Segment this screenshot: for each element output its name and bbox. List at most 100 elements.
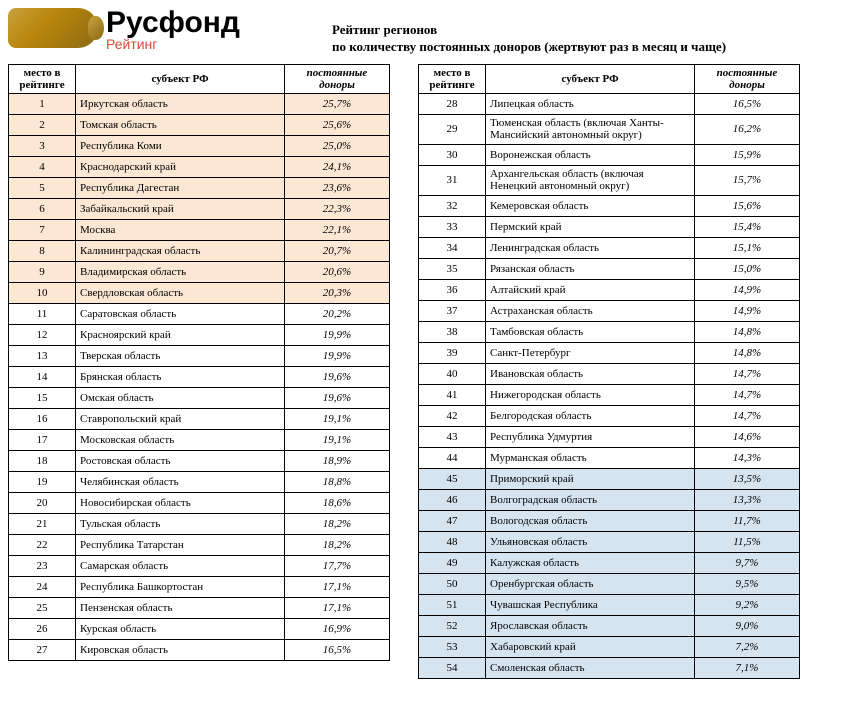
cell-region: Республика Башкортостан — [76, 576, 285, 597]
table-row: 21Тульская область18,2% — [9, 513, 390, 534]
cell-rank: 41 — [419, 384, 486, 405]
cell-rank: 23 — [9, 555, 76, 576]
cell-region: Ростовская область — [76, 450, 285, 471]
cell-region: Брянская область — [76, 366, 285, 387]
table-row: 22Республика Татарстан18,2% — [9, 534, 390, 555]
table-row: 12Красноярский край19,9% — [9, 324, 390, 345]
cell-donors: 17,1% — [285, 597, 390, 618]
table-row: 15Омская область19,6% — [9, 387, 390, 408]
rating-table-right: место в рейтинге субъект РФ постоянные д… — [418, 64, 800, 679]
table-row: 1Иркутская область25,7% — [9, 93, 390, 114]
table-row: 18Ростовская область18,9% — [9, 450, 390, 471]
cell-region: Свердловская область — [76, 282, 285, 303]
cell-rank: 44 — [419, 447, 486, 468]
cell-donors: 9,7% — [695, 552, 800, 573]
cell-region: Тамбовская область — [486, 321, 695, 342]
cell-donors: 13,3% — [695, 489, 800, 510]
cell-donors: 25,0% — [285, 135, 390, 156]
cell-donors: 14,8% — [695, 342, 800, 363]
cell-rank: 30 — [419, 144, 486, 165]
table-row: 23Самарская область17,7% — [9, 555, 390, 576]
cell-rank: 1 — [9, 93, 76, 114]
table-row: 20Новосибирская область18,6% — [9, 492, 390, 513]
col-rank: место в рейтинге — [9, 64, 76, 93]
cell-region: Калининградская область — [76, 240, 285, 261]
table-row: 3Республика Коми25,0% — [9, 135, 390, 156]
table-row: 16Ставропольский край19,1% — [9, 408, 390, 429]
cell-donors: 15,6% — [695, 195, 800, 216]
cell-rank: 2 — [9, 114, 76, 135]
cell-rank: 38 — [419, 321, 486, 342]
table-row: 27Кировская область16,5% — [9, 639, 390, 660]
cell-rank: 53 — [419, 636, 486, 657]
cell-region: Тверская область — [76, 345, 285, 366]
table-row: 32Кемеровская область15,6% — [419, 195, 800, 216]
cell-region: Архангельская область (включая Ненецкий … — [486, 165, 695, 195]
table-row: 8Калининградская область20,7% — [9, 240, 390, 261]
table-row: 17Московская область19,1% — [9, 429, 390, 450]
cell-rank: 16 — [9, 408, 76, 429]
cell-donors: 19,1% — [285, 408, 390, 429]
table-header-row: место в рейтинге субъект РФ постоянные д… — [9, 64, 390, 93]
cell-donors: 15,1% — [695, 237, 800, 258]
table-row: 54Смоленская область7,1% — [419, 657, 800, 678]
cell-rank: 9 — [9, 261, 76, 282]
cell-donors: 20,7% — [285, 240, 390, 261]
cell-region: Омская область — [76, 387, 285, 408]
cell-rank: 17 — [9, 429, 76, 450]
cell-rank: 50 — [419, 573, 486, 594]
table-row: 53Хабаровский край7,2% — [419, 636, 800, 657]
cell-rank: 51 — [419, 594, 486, 615]
cell-region: Кировская область — [76, 639, 285, 660]
table-row: 10Свердловская область20,3% — [9, 282, 390, 303]
cell-region: Республика Коми — [76, 135, 285, 156]
cell-donors: 18,2% — [285, 513, 390, 534]
cell-region: Республика Удмуртия — [486, 426, 695, 447]
cell-region: Московская область — [76, 429, 285, 450]
cell-rank: 19 — [9, 471, 76, 492]
table-row: 9Владимирская область20,6% — [9, 261, 390, 282]
cell-donors: 7,1% — [695, 657, 800, 678]
table-row: 26Курская область16,9% — [9, 618, 390, 639]
cell-donors: 14,7% — [695, 363, 800, 384]
cell-donors: 16,5% — [695, 93, 800, 114]
cell-donors: 18,6% — [285, 492, 390, 513]
table-header-row: место в рейтинге субъект РФ постоянные д… — [419, 64, 800, 93]
brand-name: Русфонд — [106, 8, 240, 38]
logo-block: Русфонд Рейтинг — [8, 8, 308, 52]
cell-rank: 11 — [9, 303, 76, 324]
cell-region: Алтайский край — [486, 279, 695, 300]
cell-donors: 9,2% — [695, 594, 800, 615]
table-row: 11Саратовская область20,2% — [9, 303, 390, 324]
cell-region: Липецкая область — [486, 93, 695, 114]
cell-region: Ивановская область — [486, 363, 695, 384]
cell-donors: 20,3% — [285, 282, 390, 303]
title-block: Рейтинг регионов по количеству постоянны… — [332, 22, 726, 56]
cell-donors: 17,7% — [285, 555, 390, 576]
cell-rank: 20 — [9, 492, 76, 513]
cell-region: Чувашская Республика — [486, 594, 695, 615]
table-row: 6Забайкальский край22,3% — [9, 198, 390, 219]
cell-region: Смоленская область — [486, 657, 695, 678]
cell-donors: 14,3% — [695, 447, 800, 468]
cell-rank: 32 — [419, 195, 486, 216]
cell-rank: 6 — [9, 198, 76, 219]
cell-rank: 7 — [9, 219, 76, 240]
brand-sub: Рейтинг — [106, 36, 240, 52]
cell-region: Республика Дагестан — [76, 177, 285, 198]
cell-region: Оренбургская область — [486, 573, 695, 594]
cell-rank: 43 — [419, 426, 486, 447]
table-row: 40Ивановская область14,7% — [419, 363, 800, 384]
cell-rank: 48 — [419, 531, 486, 552]
col-region: субъект РФ — [76, 64, 285, 93]
cell-region: Москва — [76, 219, 285, 240]
cell-rank: 37 — [419, 300, 486, 321]
cell-donors: 19,9% — [285, 345, 390, 366]
cell-donors: 7,2% — [695, 636, 800, 657]
cell-donors: 11,7% — [695, 510, 800, 531]
table-row: 19Челябинская область18,8% — [9, 471, 390, 492]
cell-donors: 16,2% — [695, 114, 800, 144]
cell-rank: 18 — [9, 450, 76, 471]
cell-donors: 16,5% — [285, 639, 390, 660]
table-row: 48Ульяновская область11,5% — [419, 531, 800, 552]
